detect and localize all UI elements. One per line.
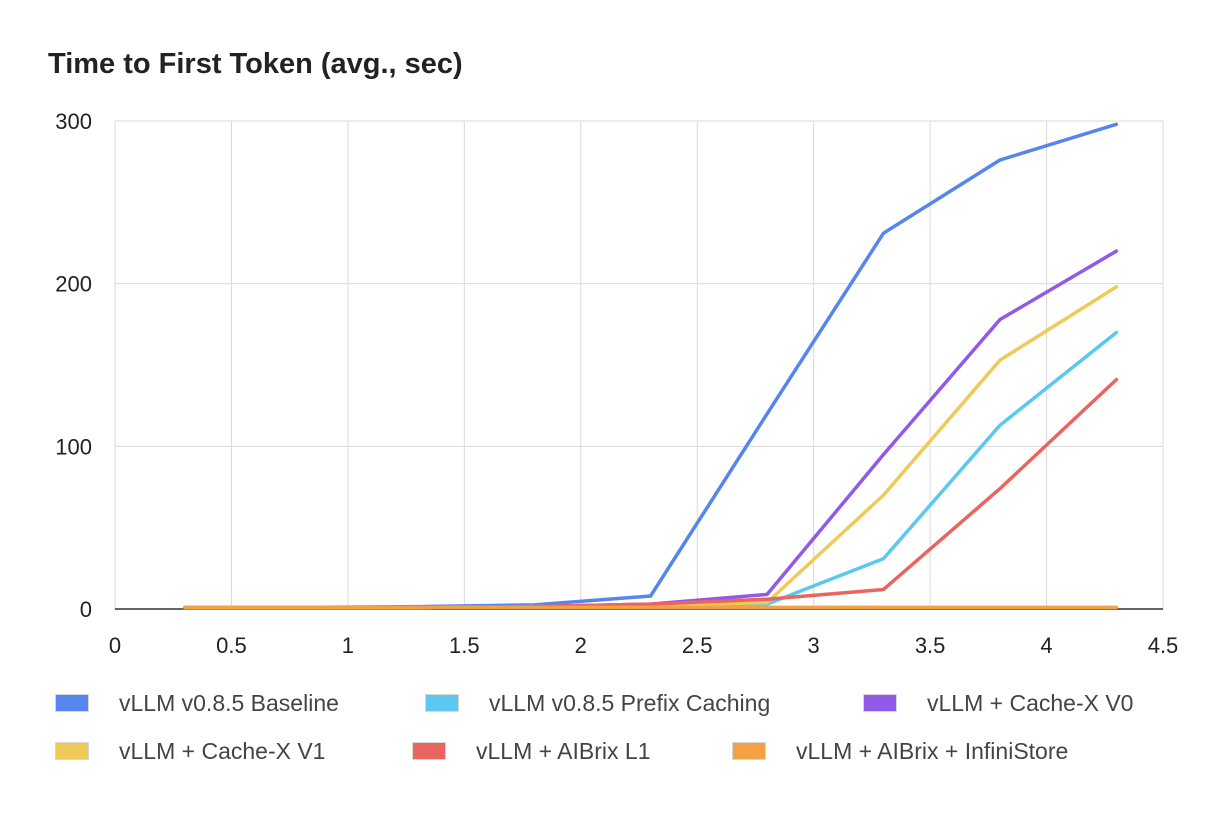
legend-swatch	[55, 742, 89, 760]
series-line-vllm-v0-8-5-baseline	[183, 122, 1119, 610]
legend-item-vllm-aibrix-l1[interactable]: vLLM + AIBrix L1	[412, 736, 651, 766]
x-tick-label: 3.5	[915, 633, 946, 658]
chart-title: Time to First Token (avg., sec)	[48, 48, 463, 80]
legend-label: vLLM + AIBrix + InfiniStore	[796, 737, 1069, 764]
y-tick-label: 100	[55, 434, 92, 459]
legend-label: vLLM v0.8.5 Baseline	[119, 689, 339, 716]
series-line-vllm-cache-x-v0	[183, 249, 1119, 610]
legend-item-vllm-cache-x-v0[interactable]: vLLM + Cache-X V0	[863, 688, 1133, 718]
x-tick-label: 4	[1040, 633, 1052, 658]
legend-label: vLLM + Cache-X V0	[927, 689, 1134, 716]
x-tick-label: 0	[109, 633, 121, 658]
legend-label: vLLM + Cache-X V1	[119, 737, 326, 764]
legend-swatch	[863, 694, 897, 712]
x-tick-label: 2	[575, 633, 587, 658]
legend-swatch	[55, 694, 89, 712]
legend-item-vllm-cache-x-v1[interactable]: vLLM + Cache-X V1	[55, 736, 325, 766]
y-tick-label: 200	[55, 272, 92, 297]
legend-swatch	[732, 742, 766, 760]
x-tick-label: 1	[342, 633, 354, 658]
series-line-vllm-v0-8-5-prefix-caching	[183, 330, 1119, 610]
legend-item-vllm-v0-8-5-baseline[interactable]: vLLM v0.8.5 Baseline	[55, 688, 339, 718]
series-line-vllm-aibrix-l1	[183, 377, 1119, 610]
legend-label: vLLM v0.8.5 Prefix Caching	[489, 689, 771, 716]
x-tick-label: 3	[808, 633, 820, 658]
x-tick-label: 1.5	[449, 633, 480, 658]
y-tick-label: 0	[80, 597, 92, 622]
legend-swatch	[425, 694, 459, 712]
legend-item-vllm-aibrix-infinistore[interactable]: vLLM + AIBrix + InfiniStore	[732, 736, 1068, 766]
legend-swatch	[412, 742, 446, 760]
x-tick-label: 0.5	[216, 633, 247, 658]
series-line-vllm-cache-x-v1	[183, 285, 1119, 610]
y-tick-label: 300	[55, 109, 92, 134]
x-tick-label: 2.5	[682, 633, 713, 658]
legend-label: vLLM + AIBrix L1	[476, 737, 651, 764]
legend-item-vllm-v0-8-5-prefix-caching[interactable]: vLLM v0.8.5 Prefix Caching	[425, 688, 770, 718]
plot-area	[114, 120, 1164, 610]
x-tick-label: 4.5	[1148, 633, 1179, 658]
